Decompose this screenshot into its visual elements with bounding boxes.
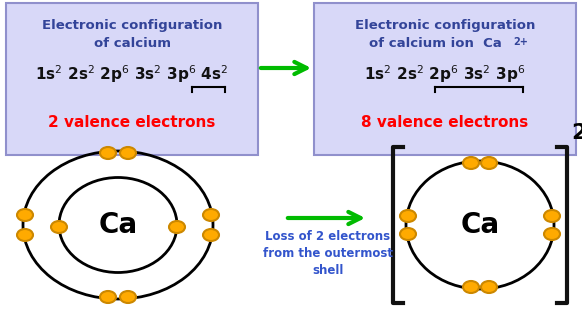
Ellipse shape	[120, 291, 136, 303]
Text: Electronic configuration: Electronic configuration	[42, 19, 222, 32]
Ellipse shape	[481, 157, 497, 169]
Ellipse shape	[100, 291, 116, 303]
Text: 1s$^2$ 2s$^2$ 2p$^6$ 3s$^2$ 3p$^6$: 1s$^2$ 2s$^2$ 2p$^6$ 3s$^2$ 3p$^6$	[364, 63, 526, 85]
Text: 2+: 2+	[513, 37, 528, 47]
Ellipse shape	[169, 221, 185, 233]
FancyBboxPatch shape	[6, 3, 258, 155]
Ellipse shape	[544, 228, 560, 240]
Ellipse shape	[100, 147, 116, 159]
Text: 2 valence electrons: 2 valence electrons	[48, 115, 216, 130]
Text: Electronic configuration: Electronic configuration	[355, 19, 535, 32]
FancyBboxPatch shape	[314, 3, 576, 155]
Ellipse shape	[17, 229, 33, 241]
Ellipse shape	[400, 228, 416, 240]
Ellipse shape	[203, 229, 219, 241]
Ellipse shape	[51, 221, 67, 233]
Ellipse shape	[203, 209, 219, 221]
Text: Ca: Ca	[460, 211, 499, 239]
Ellipse shape	[463, 157, 479, 169]
Text: 1s$^2$ 2s$^2$ 2p$^6$ 3s$^2$ 3p$^6$ 4s$^2$: 1s$^2$ 2s$^2$ 2p$^6$ 3s$^2$ 3p$^6$ 4s$^2…	[36, 63, 229, 85]
Text: 8 valence electrons: 8 valence electrons	[361, 115, 528, 130]
Text: of calcium ion  Ca: of calcium ion Ca	[368, 37, 501, 50]
Ellipse shape	[120, 147, 136, 159]
Ellipse shape	[481, 281, 497, 293]
Text: of calcium: of calcium	[94, 37, 171, 50]
Ellipse shape	[463, 281, 479, 293]
Ellipse shape	[544, 210, 560, 222]
Text: Loss of 2 electrons
from the outermost
shell: Loss of 2 electrons from the outermost s…	[263, 230, 393, 277]
Text: Ca: Ca	[98, 211, 137, 239]
Ellipse shape	[17, 209, 33, 221]
Text: 2+: 2+	[571, 123, 582, 143]
Ellipse shape	[400, 210, 416, 222]
